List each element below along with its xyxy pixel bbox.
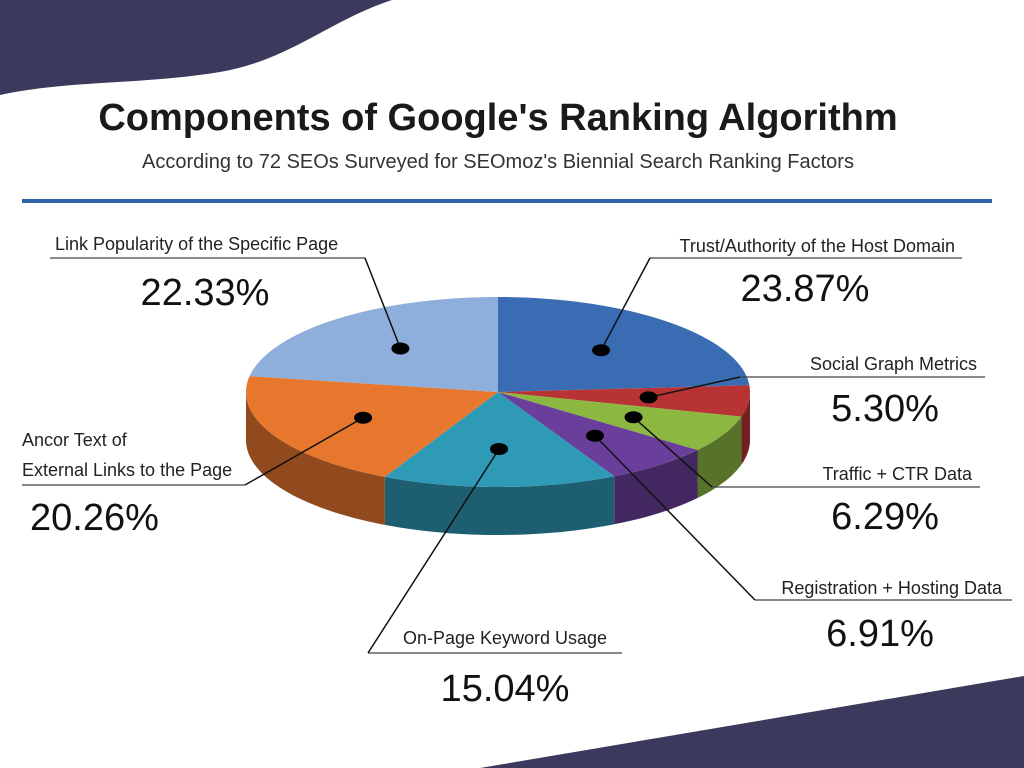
- slice-label: Ancor Text of External Links to the Page: [22, 430, 233, 480]
- leader-line: [364, 257, 402, 349]
- slice-label: Trust/Authority of the Host Domain: [679, 236, 955, 256]
- slice-dot: [624, 411, 643, 424]
- slice-dot: [585, 429, 604, 442]
- slice-side: [384, 476, 615, 535]
- slice-label: Registration + Hosting Data: [781, 578, 1002, 598]
- slice: [249, 297, 498, 392]
- slice-side: [697, 416, 742, 499]
- decor-top: [0, 0, 392, 95]
- leader-line: [594, 435, 756, 601]
- value-label: 23.87%: [740, 268, 870, 310]
- value-label: 15.04%: [440, 668, 570, 710]
- value-label: 5.30%: [831, 388, 939, 430]
- leader-line: [648, 376, 741, 399]
- decor-bottom: [480, 676, 1024, 768]
- slice-dot: [391, 342, 410, 355]
- slice: [246, 376, 498, 477]
- leader-line: [600, 257, 651, 351]
- value-label: 6.29%: [831, 496, 939, 538]
- slice-label: On-Page Keyword Usage: [402, 628, 608, 648]
- slice-label: Link Popularity of the Specific Page: [55, 234, 339, 254]
- slice-dot: [592, 344, 611, 357]
- slice: [498, 392, 742, 451]
- leader-line: [633, 416, 713, 488]
- slice-dot: [490, 442, 509, 455]
- slice-side: [614, 450, 698, 525]
- value-label: 20.26%: [30, 497, 159, 539]
- slice-dot: [354, 411, 373, 424]
- chart-title: Components of Google's Ranking Algorithm: [98, 97, 897, 139]
- slice: [498, 385, 750, 417]
- value-label: 22.33%: [140, 272, 270, 314]
- slice-side: [246, 392, 385, 525]
- slice-dot: [639, 391, 658, 404]
- slice: [498, 297, 750, 392]
- slice-label: Traffic + CTR Data: [822, 464, 972, 484]
- chart-subtitle: According to 72 SEOs Surveyed for SEOmoz…: [142, 151, 854, 173]
- slice-label: Social Graph Metrics: [809, 354, 977, 374]
- slice: [384, 392, 615, 487]
- leader-line: [244, 417, 364, 486]
- slice-side: [741, 392, 750, 465]
- value-label: 6.91%: [826, 613, 934, 655]
- leader-line: [367, 448, 500, 654]
